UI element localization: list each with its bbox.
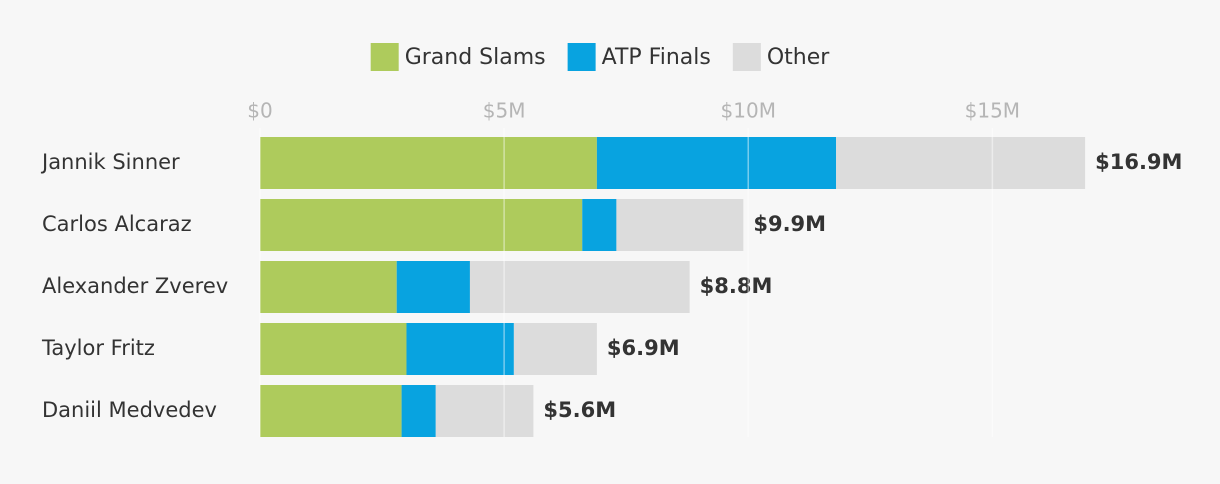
bar-segment: [836, 137, 1086, 189]
bar-segment: [260, 323, 407, 375]
category-label: Taylor Fritz: [41, 336, 155, 360]
bar-segment: [469, 261, 690, 313]
total-label: $16.9M: [1095, 150, 1182, 174]
bar-segment: [396, 261, 470, 313]
bar-segment: [513, 323, 597, 375]
bar-segment: [406, 323, 514, 375]
total-label: $6.9M: [607, 336, 680, 360]
x-tick-label: $10M: [721, 99, 776, 123]
category-label: Alexander Zverev: [42, 274, 228, 298]
x-tick-label: $0: [247, 99, 272, 123]
bar-segment: [616, 199, 744, 251]
bar-segment: [582, 199, 617, 251]
bar-segment: [435, 385, 534, 437]
x-tick-label: $5M: [483, 99, 526, 123]
category-label: Daniil Medvedev: [42, 398, 217, 422]
bar-segment: [260, 137, 597, 189]
bar-segment: [260, 199, 583, 251]
category-label: Carlos Alcaraz: [42, 212, 192, 236]
total-label: $8.8M: [700, 274, 773, 298]
total-label: $5.6M: [543, 398, 616, 422]
x-tick-label: $15M: [965, 99, 1020, 123]
category-label: Jannik Sinner: [40, 150, 180, 174]
legend-swatch: [567, 43, 596, 71]
bar-segment: [401, 385, 436, 437]
bar-segment: [260, 261, 397, 313]
legend-label: Grand Slams: [405, 45, 546, 70]
legend-swatch: [370, 43, 399, 71]
legend-swatch: [732, 43, 761, 71]
bar-segment: [596, 137, 837, 189]
legend-label: ATP Finals: [602, 45, 711, 70]
bar-segment: [260, 385, 402, 437]
legend-label: Other: [767, 45, 830, 70]
total-label: $9.9M: [753, 212, 826, 236]
